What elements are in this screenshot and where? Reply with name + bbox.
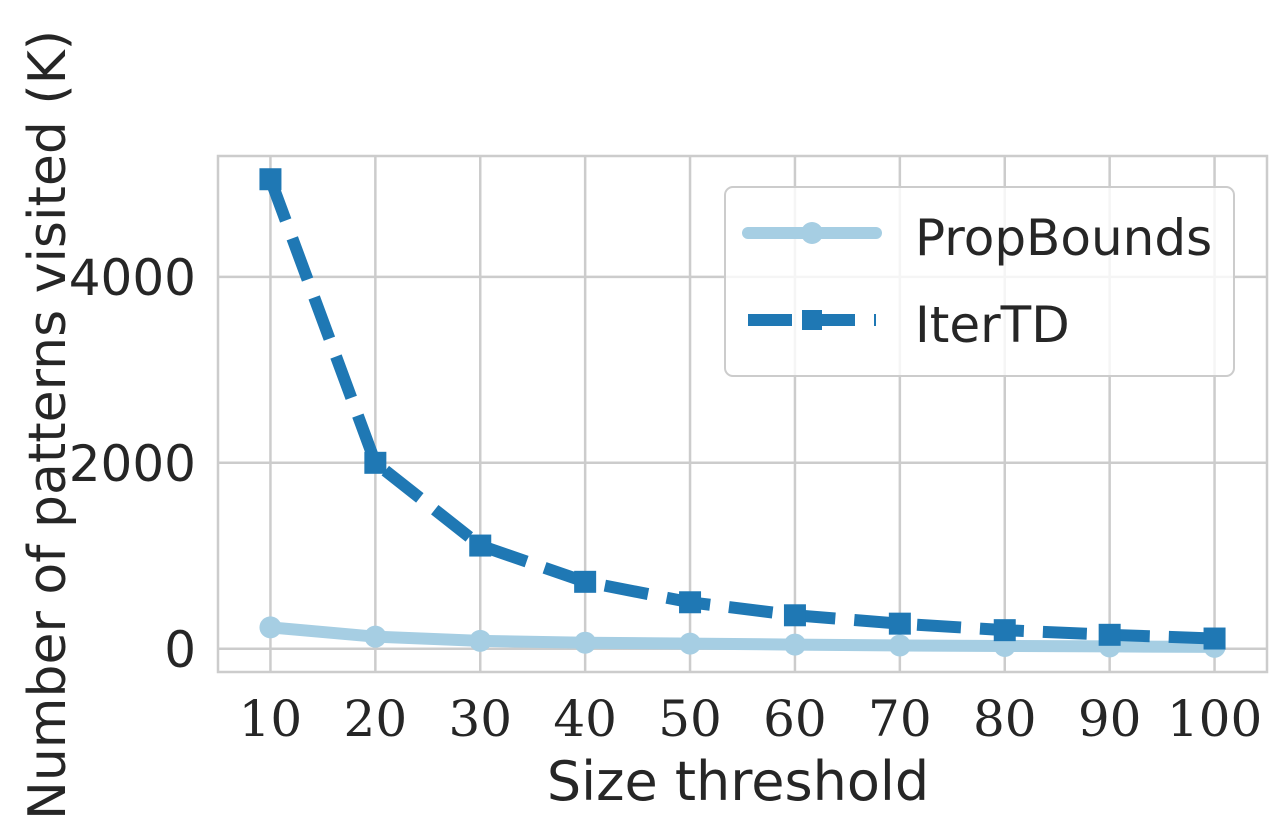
data-point-propbounds — [888, 634, 911, 657]
series-line-itertd — [264, 177, 1215, 645]
legend-marker-itertd — [802, 310, 822, 330]
tick-layer: 10 20 30 40 50 60 70 80 90 100 0 2000 4000 — [69, 249, 1263, 748]
data-point-propbounds — [574, 631, 597, 654]
data-point-itertd — [364, 451, 387, 474]
y-tick-label: 0 — [164, 621, 196, 679]
data-point-itertd — [1098, 623, 1121, 646]
legend-label-propbounds: PropBounds — [915, 209, 1212, 267]
data-point-itertd — [574, 570, 597, 593]
data-point-itertd — [1203, 627, 1226, 650]
legend-label-itertd: IterTD — [915, 296, 1070, 354]
data-point-propbounds — [259, 616, 282, 639]
x-tick-label: 70 — [868, 690, 932, 748]
x-tick-label: 10 — [239, 690, 303, 748]
y-axis-label: Number of patterns visited (K) — [18, 30, 78, 820]
x-tick-label: 80 — [973, 690, 1037, 748]
legend-marker-propbounds — [801, 222, 823, 244]
data-point-itertd — [679, 591, 702, 614]
y-tick-label: 4000 — [69, 249, 196, 307]
data-point-propbounds — [679, 632, 702, 655]
x-tick-label: 50 — [658, 690, 722, 748]
data-point-itertd — [783, 604, 806, 627]
data-point-propbounds — [469, 629, 492, 652]
x-tick-label: 60 — [763, 690, 827, 748]
legend: PropBounds IterTD — [724, 186, 1235, 377]
data-point-itertd — [469, 534, 492, 557]
series-layer — [259, 168, 1226, 658]
x-tick-label: 90 — [1078, 690, 1142, 748]
data-point-itertd — [993, 619, 1016, 642]
x-tick-label: 100 — [1167, 690, 1262, 748]
data-point-itertd — [259, 168, 282, 191]
y-tick-label: 2000 — [69, 435, 196, 493]
plot-frame — [216, 154, 1269, 674]
series-line-propbounds — [264, 621, 1221, 653]
x-tick-label: 20 — [344, 690, 408, 748]
data-point-propbounds — [783, 633, 806, 656]
data-point-itertd — [888, 612, 911, 635]
data-point-propbounds — [364, 625, 387, 648]
x-axis-label: Size threshold — [547, 750, 929, 813]
x-tick-label: 40 — [553, 690, 617, 748]
x-tick-label: 30 — [448, 690, 512, 748]
